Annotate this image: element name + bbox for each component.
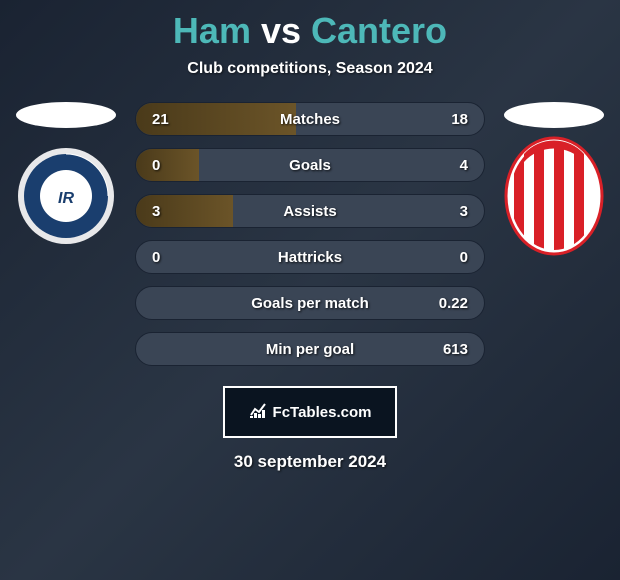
stat-label: Min per goal bbox=[266, 341, 354, 358]
stat-label: Matches bbox=[280, 111, 340, 128]
stat-bar-hattricks: 0 Hattricks 0 bbox=[135, 240, 485, 274]
stat-label: Hattricks bbox=[278, 249, 342, 266]
stat-left-value: 0 bbox=[152, 157, 160, 174]
club-right-badge bbox=[504, 146, 604, 246]
player-right-column bbox=[499, 102, 609, 246]
svg-text:IR: IR bbox=[58, 190, 74, 207]
stat-right-value: 3 bbox=[460, 203, 468, 220]
comparison-title: Ham vs Cantero bbox=[0, 10, 620, 52]
stat-left-value: 0 bbox=[152, 249, 160, 266]
club-right-crest-icon bbox=[504, 136, 604, 256]
player-left-silhouette bbox=[16, 102, 116, 128]
stat-bar-goals-per-match: Goals per match 0.22 bbox=[135, 286, 485, 320]
stat-right-value: 18 bbox=[451, 111, 468, 128]
player2-name: Cantero bbox=[311, 10, 447, 51]
subtitle: Club competitions, Season 2024 bbox=[0, 60, 620, 78]
branding-chip: FcTables.com bbox=[223, 386, 397, 438]
player1-name: Ham bbox=[173, 10, 251, 51]
player-left-column: IR bbox=[11, 102, 121, 246]
date-label: 30 september 2024 bbox=[0, 452, 620, 472]
stat-fill bbox=[136, 149, 199, 181]
stat-bar-goals: 0 Goals 4 bbox=[135, 148, 485, 182]
club-left-crest-icon: IR bbox=[16, 146, 116, 246]
branding-text: FcTables.com bbox=[273, 404, 372, 421]
stat-right-value: 0 bbox=[460, 249, 468, 266]
club-left-badge: IR bbox=[16, 146, 116, 246]
main-row: IR 21 Matches 18 0 Goals 4 3 Assists 3 0 Hattricks… bbox=[0, 102, 620, 366]
stat-right-value: 0.22 bbox=[439, 295, 468, 312]
stat-right-value: 4 bbox=[460, 157, 468, 174]
chart-icon bbox=[249, 401, 267, 424]
stat-label: Goals bbox=[289, 157, 331, 174]
stat-left-value: 21 bbox=[152, 111, 169, 128]
stat-label: Assists bbox=[283, 203, 336, 220]
stats-column: 21 Matches 18 0 Goals 4 3 Assists 3 0 Hattricks 0 Go… bbox=[135, 102, 485, 366]
stat-fill bbox=[136, 195, 233, 227]
stat-left-value: 3 bbox=[152, 203, 160, 220]
player-right-silhouette bbox=[504, 102, 604, 128]
vs-label: vs bbox=[261, 10, 301, 51]
stat-right-value: 613 bbox=[443, 341, 468, 358]
stat-bar-min-per-goal: Min per goal 613 bbox=[135, 332, 485, 366]
stat-bar-assists: 3 Assists 3 bbox=[135, 194, 485, 228]
infographic-root: Ham vs Cantero Club competitions, Season… bbox=[0, 0, 620, 580]
stat-bar-matches: 21 Matches 18 bbox=[135, 102, 485, 136]
stat-label: Goals per match bbox=[251, 295, 369, 312]
